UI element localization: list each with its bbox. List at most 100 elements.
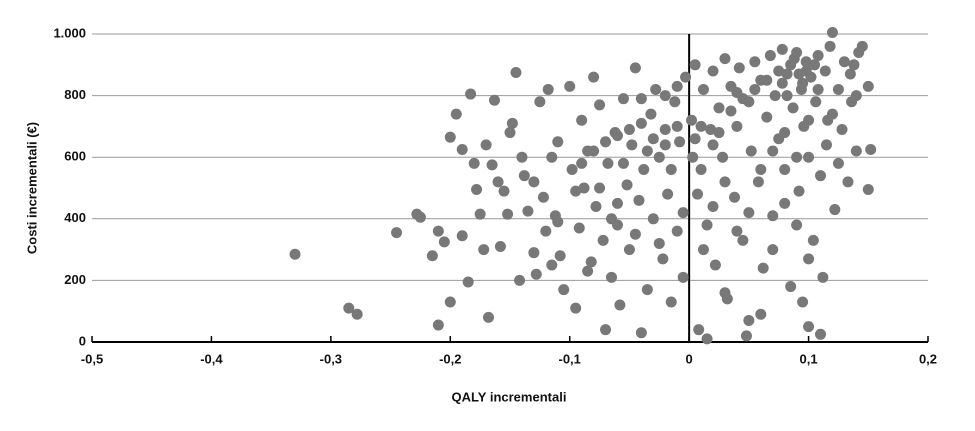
point — [659, 139, 671, 151]
y-tick-label: 800 — [64, 87, 86, 102]
point — [779, 127, 791, 139]
point — [391, 227, 403, 239]
point — [558, 284, 570, 296]
point — [709, 259, 721, 271]
point — [506, 117, 518, 129]
point — [444, 296, 456, 308]
point — [697, 83, 709, 95]
point — [767, 244, 779, 256]
point — [432, 225, 444, 237]
point — [653, 237, 665, 249]
point — [791, 151, 803, 163]
point — [686, 114, 698, 126]
point — [647, 133, 659, 145]
point — [752, 176, 764, 188]
point — [731, 120, 743, 132]
point — [600, 136, 612, 148]
point — [755, 164, 767, 176]
point — [743, 314, 755, 326]
point — [657, 253, 669, 265]
point — [590, 200, 602, 212]
point — [776, 43, 788, 55]
point — [671, 120, 683, 132]
y-tick-label: 600 — [64, 149, 86, 164]
point — [480, 139, 492, 151]
point — [815, 170, 827, 182]
point — [602, 157, 614, 169]
point — [606, 271, 618, 283]
point — [819, 65, 831, 77]
point — [793, 185, 805, 197]
point — [552, 136, 564, 148]
point — [836, 123, 848, 135]
point — [659, 90, 671, 102]
point — [719, 176, 731, 188]
point — [510, 67, 522, 78]
point — [856, 40, 868, 52]
point — [692, 188, 704, 200]
point — [697, 244, 709, 256]
point — [641, 284, 653, 296]
point — [351, 308, 363, 320]
point — [707, 200, 719, 212]
point — [757, 262, 769, 274]
point — [731, 87, 743, 99]
point — [797, 77, 809, 89]
point — [576, 114, 588, 126]
point — [809, 59, 821, 71]
point — [810, 96, 822, 108]
point — [779, 197, 791, 209]
point — [729, 191, 741, 203]
point — [474, 208, 486, 220]
point — [695, 164, 707, 176]
point — [677, 271, 689, 283]
point — [486, 159, 498, 171]
point — [662, 188, 674, 200]
point — [573, 222, 585, 234]
point — [645, 108, 657, 120]
point — [862, 184, 874, 196]
point — [803, 114, 815, 126]
point — [815, 328, 827, 340]
point — [693, 324, 705, 336]
point — [665, 164, 677, 176]
point — [707, 65, 719, 77]
point — [554, 250, 566, 262]
point — [800, 65, 812, 77]
point — [635, 117, 647, 129]
point — [588, 145, 600, 157]
point — [850, 90, 862, 102]
point — [755, 308, 767, 320]
point — [824, 40, 836, 52]
point — [635, 327, 647, 339]
point — [689, 59, 701, 71]
point — [432, 319, 444, 331]
point — [719, 53, 731, 65]
point — [629, 228, 641, 240]
point — [669, 96, 681, 108]
point — [617, 93, 629, 105]
point — [494, 241, 506, 253]
point — [492, 176, 504, 188]
point — [829, 204, 841, 216]
point — [471, 184, 483, 196]
point — [468, 157, 480, 169]
point — [749, 56, 761, 68]
point — [689, 133, 701, 145]
point — [826, 108, 838, 120]
point — [465, 88, 477, 100]
point — [546, 151, 558, 163]
point — [740, 330, 752, 342]
point — [502, 208, 514, 220]
x-tick-label: -0,2 — [439, 351, 461, 366]
point — [629, 62, 641, 74]
point — [566, 164, 578, 176]
point — [713, 102, 725, 114]
point — [633, 194, 645, 206]
point — [528, 247, 540, 259]
point — [695, 120, 707, 132]
point — [552, 216, 564, 228]
point — [638, 164, 650, 176]
point — [767, 210, 779, 222]
